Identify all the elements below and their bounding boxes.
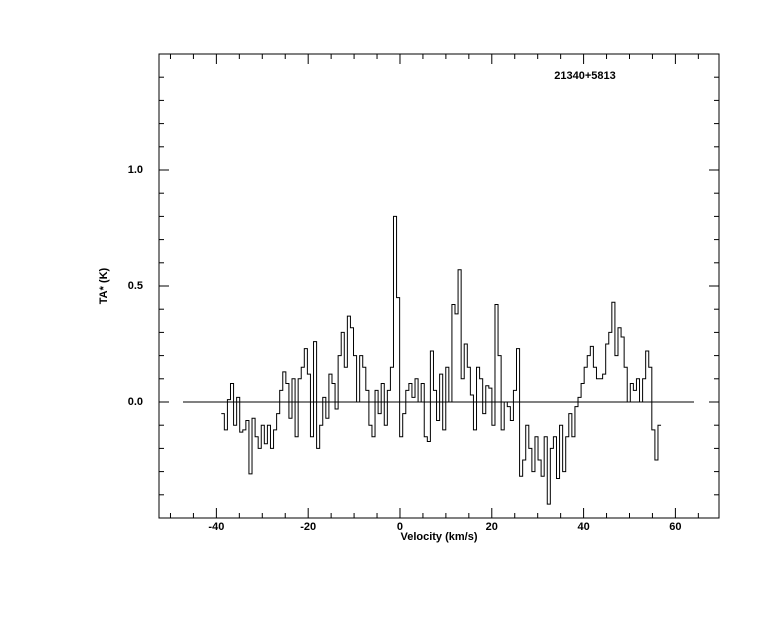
x-axis-label: Velocity (km/s) xyxy=(400,531,477,543)
spectrum-line xyxy=(221,215,662,505)
x-tick-label: 20 xyxy=(486,521,498,533)
y-tick-label: 0.0 xyxy=(128,396,143,408)
x-tick-label: -40 xyxy=(208,521,224,533)
x-tick-label: 60 xyxy=(669,521,681,533)
y-tick-label: 1.0 xyxy=(128,164,143,176)
chart-title: 21340+5813 xyxy=(554,70,615,82)
x-tick-label: -20 xyxy=(300,521,316,533)
x-tick-label: 0 xyxy=(397,521,403,533)
plot-frame xyxy=(158,53,720,519)
y-tick-label: 0.5 xyxy=(128,280,143,292)
y-axis-label: TA* (K) xyxy=(98,267,110,304)
x-tick-label: 40 xyxy=(577,521,589,533)
